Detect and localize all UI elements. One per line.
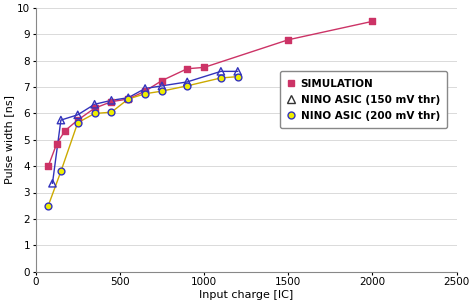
Point xyxy=(125,97,132,102)
Point xyxy=(61,128,69,133)
Point xyxy=(74,120,82,125)
Point xyxy=(91,106,99,111)
Point xyxy=(141,86,149,91)
Legend: SIMULATION, NINO ASIC (150 mV thr), NINO ASIC (200 mV thr): SIMULATION, NINO ASIC (150 mV thr), NINO… xyxy=(280,71,447,128)
Point xyxy=(158,89,166,94)
Point xyxy=(49,181,56,186)
Point xyxy=(158,78,166,83)
Point xyxy=(91,111,99,116)
Point xyxy=(74,118,82,123)
Point xyxy=(183,66,191,71)
Point xyxy=(217,75,225,80)
Point xyxy=(284,37,292,42)
Point xyxy=(183,83,191,88)
Point xyxy=(201,65,208,70)
Point xyxy=(369,19,376,24)
Y-axis label: Pulse width [ns]: Pulse width [ns] xyxy=(4,95,14,184)
Point xyxy=(141,89,149,94)
Point xyxy=(217,69,225,74)
Point xyxy=(108,99,115,104)
Point xyxy=(91,102,99,107)
Point xyxy=(141,91,149,96)
Point xyxy=(45,203,52,208)
Point xyxy=(108,110,115,115)
Point xyxy=(183,79,191,84)
Point xyxy=(234,69,242,74)
Point xyxy=(57,169,64,174)
Point xyxy=(53,141,61,146)
Point xyxy=(125,95,132,100)
Point xyxy=(108,98,115,103)
Point xyxy=(45,164,52,169)
Point xyxy=(125,97,132,102)
Point xyxy=(57,118,64,123)
Point xyxy=(158,83,166,88)
Point xyxy=(234,74,242,79)
Point xyxy=(74,112,82,117)
X-axis label: Input charge [IC]: Input charge [IC] xyxy=(199,290,293,300)
